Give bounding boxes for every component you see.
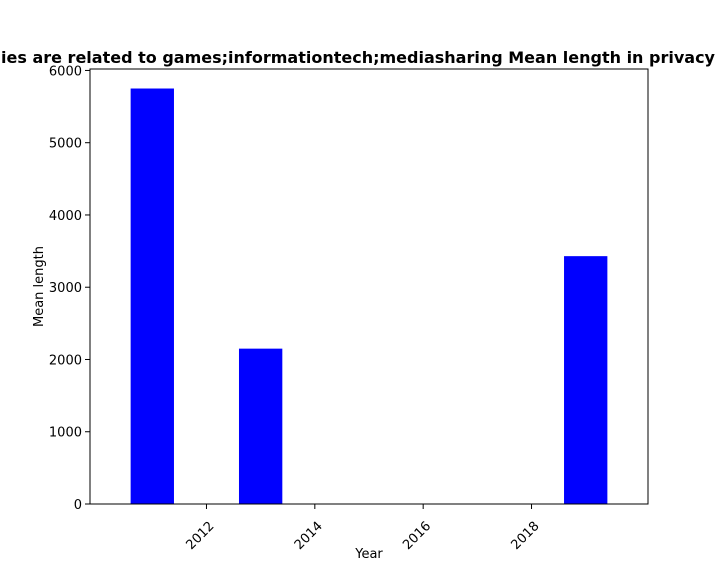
y-tick-label: 2000	[49, 353, 82, 368]
plot-area-frame	[89, 68, 649, 505]
y-tick-label: 5000	[49, 137, 82, 152]
bar-2013	[238, 348, 283, 504]
y-axis-label: Mean length	[32, 246, 47, 327]
bars-group	[130, 88, 608, 505]
x-tick-label: 2018	[509, 519, 543, 553]
chart-title: ies are related to games;informationtech…	[1, 48, 716, 67]
y-tick-label: 4000	[49, 209, 82, 224]
x-axis-label: Year	[354, 547, 383, 562]
y-axis: 0 1000 2000 3000 4000 5000 6000	[49, 64, 90, 513]
bar-2019	[564, 256, 608, 504]
x-tick-label: 2016	[400, 519, 434, 553]
bar-2011	[130, 88, 174, 505]
x-tick-label: 2012	[183, 519, 217, 553]
x-tick-label: 2014	[292, 519, 326, 553]
y-tick-label: 3000	[49, 281, 82, 296]
y-tick-label: 1000	[49, 426, 82, 441]
y-tick-label: 0	[74, 498, 82, 513]
x-axis: 2012 2014 2016 2018	[183, 504, 543, 553]
y-tick-label: 6000	[49, 64, 82, 79]
